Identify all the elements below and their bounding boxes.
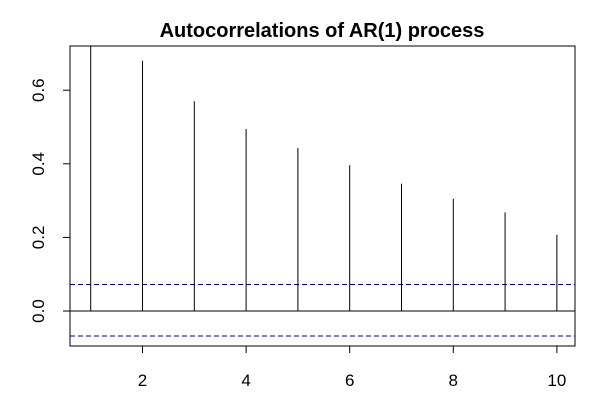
plot-frame [69,45,576,347]
x-tick-label-2: 2 [138,371,147,390]
y-axis: 0.0 0.2 0.4 0.6 [29,78,71,323]
y-tick-label-0: 0.0 [29,299,48,323]
confidence-bounds-layer [70,284,575,337]
x-axis: 2 4 6 8 10 [138,345,566,390]
y-tick-label-3: 0.6 [29,78,48,102]
spikes-layer [90,46,558,312]
x-tick-label-6: 6 [345,371,354,390]
chart-title: Autocorrelations of AR(1) process [160,20,485,42]
x-tick-label-8: 8 [449,371,458,390]
x-tick-label-10: 10 [547,371,566,390]
y-tick-label-2: 0.4 [29,152,48,176]
y-tick-label-1: 0.2 [29,226,48,250]
x-tick-label-4: 4 [241,371,250,390]
